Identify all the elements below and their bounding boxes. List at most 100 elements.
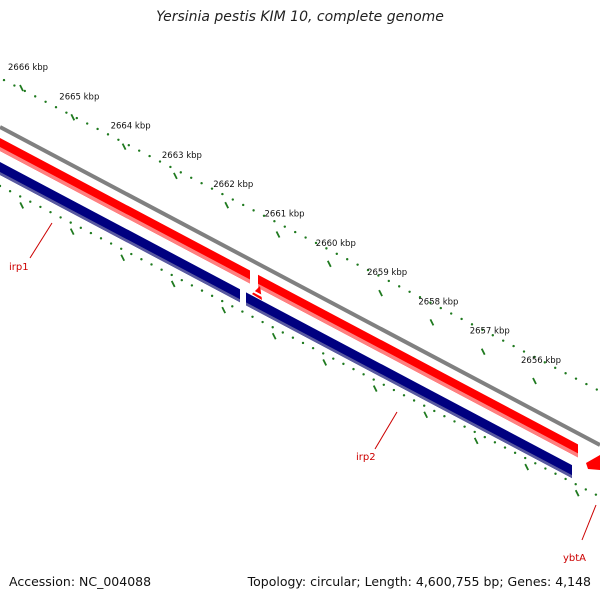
ruler-dot bbox=[423, 404, 426, 407]
ruler-dot bbox=[382, 383, 385, 387]
ruler-dot bbox=[109, 242, 113, 245]
ruler-dot bbox=[117, 138, 120, 142]
ruler-dot bbox=[221, 299, 224, 303]
ruler-tick-label: 2656 kbp bbox=[521, 356, 561, 366]
ruler-dot bbox=[130, 252, 133, 256]
ruler-dot bbox=[39, 205, 42, 209]
ruler-dot bbox=[493, 441, 497, 444]
ruler-dot bbox=[200, 182, 203, 185]
ruler-dot bbox=[463, 425, 466, 428]
ruler-dot bbox=[483, 435, 486, 439]
inner-ruler bbox=[0, 184, 598, 497]
ruler-dot bbox=[554, 472, 557, 475]
ruler-dot bbox=[450, 312, 453, 315]
ruler-minor-tick bbox=[271, 332, 277, 340]
ruler-dot bbox=[522, 350, 526, 353]
ruler-dot bbox=[2, 78, 6, 82]
ruler-dot bbox=[342, 362, 345, 366]
ruler-dot bbox=[481, 328, 484, 332]
ruler-dot bbox=[554, 366, 557, 370]
strand-gap bbox=[0, 156, 576, 463]
ruler-minor-tick bbox=[221, 306, 227, 314]
backbone-line bbox=[0, 125, 600, 447]
ruler-major-tick bbox=[532, 377, 537, 385]
ruler-tick-label: 2665 kbp bbox=[59, 92, 99, 102]
ruler-dot bbox=[470, 323, 474, 326]
ruler-dot bbox=[69, 221, 72, 224]
ruler-dot bbox=[99, 237, 103, 240]
ruler-dot bbox=[311, 346, 315, 350]
ruler-dot bbox=[271, 326, 274, 329]
ruler-dot bbox=[534, 462, 537, 465]
ruler-dot bbox=[443, 414, 446, 418]
gene-label-ybtA: ybtA bbox=[563, 553, 586, 564]
ruler-dot bbox=[8, 190, 12, 193]
ruler-dot bbox=[34, 95, 37, 98]
ruler-dot bbox=[241, 310, 244, 313]
ruler-dot bbox=[352, 367, 355, 371]
ruler-dot bbox=[429, 301, 432, 304]
ruler-minor-tick bbox=[524, 463, 530, 471]
gene-label-line bbox=[374, 411, 398, 450]
ruler-dot bbox=[594, 493, 598, 496]
ruler-dot bbox=[584, 488, 587, 491]
ruler-dot bbox=[160, 268, 163, 271]
ruler-dot bbox=[418, 296, 422, 299]
ruler-dot bbox=[491, 334, 494, 337]
ruler-dot bbox=[439, 306, 442, 310]
ruler-major-tick bbox=[480, 348, 486, 356]
ruler-dot bbox=[150, 263, 153, 266]
ruler-dot bbox=[402, 394, 406, 397]
ruler-dot bbox=[273, 220, 276, 223]
accession-text: Accession: NC_004088 bbox=[9, 574, 152, 589]
ruler-dot bbox=[54, 106, 58, 109]
ruler-dot bbox=[75, 116, 79, 120]
ruler-dot bbox=[180, 278, 183, 282]
ruler-dot bbox=[377, 274, 380, 277]
ruler-dot bbox=[304, 236, 307, 239]
ruler-dot bbox=[356, 263, 359, 266]
ruler-tick-label: 2659 kbp bbox=[367, 268, 407, 278]
ruler-dot bbox=[346, 258, 349, 261]
reverse-gene-2-highlight bbox=[246, 302, 572, 479]
ruler-dot bbox=[362, 373, 365, 376]
outer-ruler: 2666 kbp 2665 kbp 2664 kbp 2663 kbp 2662 kbp… bbox=[2, 63, 598, 391]
ruler-major-tick bbox=[429, 318, 435, 326]
ruler-major-tick bbox=[326, 260, 332, 268]
ruler-dot bbox=[398, 285, 401, 288]
ruler-dot bbox=[86, 122, 89, 125]
gene-label-irp2: irp2 bbox=[356, 452, 376, 463]
ruler-dot bbox=[190, 176, 193, 180]
ruler-dot bbox=[325, 247, 328, 250]
gene-label-line bbox=[581, 504, 597, 541]
ruler-dot bbox=[543, 361, 546, 364]
ruler-major-tick bbox=[70, 113, 76, 121]
reverse-gene-1-highlight bbox=[0, 172, 240, 303]
ruler-major-tick bbox=[19, 84, 24, 92]
ruler-major-tick bbox=[378, 289, 383, 297]
ruler-dot bbox=[533, 355, 536, 359]
ruler-dot bbox=[190, 284, 194, 287]
ruler-dot bbox=[140, 258, 143, 261]
ruler-tick-label: 2658 kbp bbox=[418, 297, 458, 307]
gene-label-irp1: irp1 bbox=[9, 262, 29, 273]
ruler-minor-tick bbox=[120, 254, 126, 262]
ruler-tick-label: 2657 kbp bbox=[470, 327, 510, 337]
ruler-minor-tick bbox=[574, 489, 580, 497]
ruler-tick-label: 2663 kbp bbox=[162, 151, 202, 161]
ruler-dot bbox=[322, 352, 325, 355]
ruler-dot bbox=[127, 144, 130, 147]
ruler-dot bbox=[408, 290, 411, 294]
ruler-tick-label: 2661 kbp bbox=[265, 210, 305, 220]
forward-gene-irp2-highlight bbox=[258, 283, 578, 458]
ruler-major-tick bbox=[275, 231, 281, 238]
ruler-dot bbox=[79, 226, 83, 230]
forward-gene-irp1-highlight bbox=[0, 147, 250, 284]
ruler-dot bbox=[513, 451, 517, 455]
ruler-dot bbox=[460, 317, 463, 321]
ruler-dot bbox=[210, 294, 214, 298]
ruler-dot bbox=[283, 225, 286, 228]
reverse-gene-1 bbox=[0, 162, 240, 303]
ruler-dot bbox=[96, 127, 99, 131]
